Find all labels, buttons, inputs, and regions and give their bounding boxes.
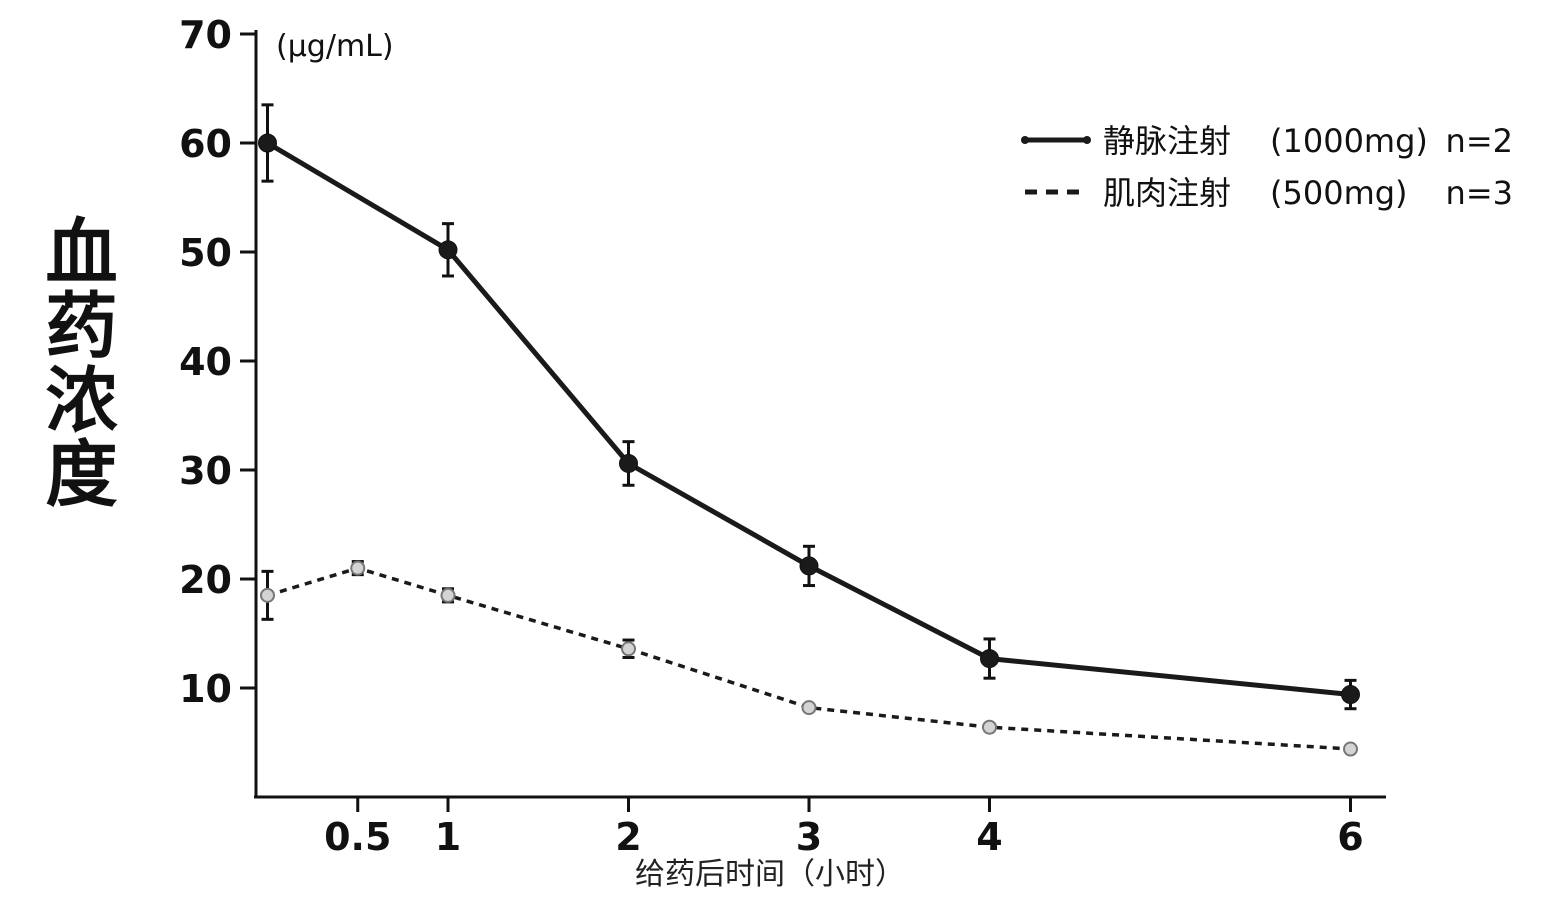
x-tick-label: 4	[976, 815, 1002, 859]
legend-marker	[1083, 136, 1091, 144]
x-tick-label: 1	[435, 815, 461, 859]
data-point	[350, 560, 366, 576]
legend-label: 肌肉注射	[1103, 174, 1231, 212]
y-tick-label: 40	[179, 340, 232, 384]
legend-label: 静脉注射	[1103, 122, 1231, 160]
x-tick-label: 2	[615, 815, 641, 859]
legend-marker	[1021, 136, 1029, 144]
data-point	[440, 587, 456, 603]
legend-item: 静脉注射 (1000mg) n=2	[1021, 122, 1513, 160]
data-point	[1343, 741, 1358, 757]
legend: 静脉注射 (1000mg) n=2 肌肉注射 (500mg) n=3	[1021, 122, 1513, 212]
y-tick-label: 50	[179, 231, 232, 275]
data-point	[799, 556, 819, 576]
data-point	[621, 641, 636, 657]
data-point	[982, 719, 997, 735]
y-unit-label: (μg/mL)	[276, 29, 394, 64]
x-axis-title: 给药后时间（小时）	[635, 857, 905, 892]
y-tick-label: 70	[179, 13, 232, 57]
data-point	[619, 453, 638, 473]
y-axis-title: 血药浓度	[33, 214, 117, 510]
legend-n: n=3	[1446, 174, 1513, 212]
data-point	[980, 649, 999, 669]
x-ticks: 0.5 1 2 3 4 6	[324, 797, 1364, 859]
legend-dose: (1000mg)	[1270, 122, 1428, 160]
y-tick-label: 20	[179, 558, 232, 602]
x-tick-label: 6	[1337, 815, 1363, 859]
y-tick-label: 10	[179, 667, 232, 711]
series-2	[260, 560, 1358, 757]
axes	[254, 30, 1386, 799]
x-tick-label: 0.5	[324, 815, 391, 859]
data-point	[801, 700, 817, 716]
y-tick-label: 30	[179, 449, 232, 493]
series-1	[258, 103, 1360, 711]
legend-dose: (500mg)	[1270, 174, 1408, 212]
data-point	[258, 133, 277, 153]
series-group	[258, 103, 1360, 757]
series-line	[266, 140, 1351, 697]
series-line	[266, 566, 1351, 751]
legend-n: n=2	[1446, 122, 1513, 160]
data-point	[1341, 685, 1360, 705]
legend-item: 肌肉注射 (500mg) n=3	[1025, 174, 1513, 212]
data-point	[438, 240, 458, 260]
x-tick-label: 3	[796, 815, 822, 859]
y-tick-label: 60	[179, 122, 232, 166]
data-point	[260, 587, 275, 603]
y-ticks: 10 20 30 40 50 60 70	[179, 13, 256, 711]
